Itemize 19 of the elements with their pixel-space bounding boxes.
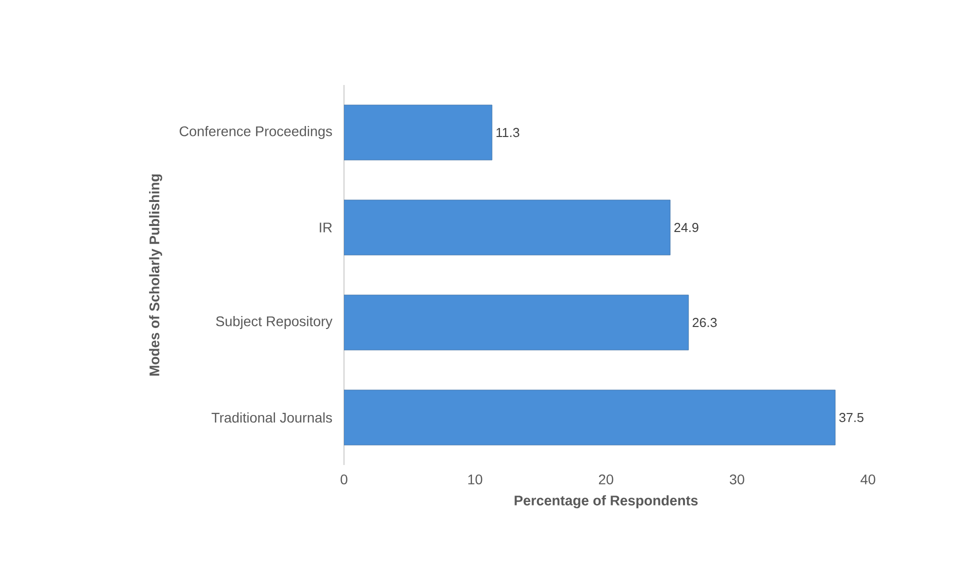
y-tick-label: Traditional Journals (212, 412, 332, 423)
x-axis-title: Percentage of Respondents (514, 495, 698, 508)
data-label: 24.9 (674, 222, 698, 232)
y-axis-title: Modes of Scholarly Publishing (149, 174, 162, 376)
x-tick-label: 10 (468, 474, 482, 484)
y-tick-label: IR (320, 222, 332, 232)
x-tick-label: 20 (598, 474, 614, 484)
data-label: 11.3 (496, 128, 520, 138)
data-label: 26.3 (692, 318, 717, 328)
bar (344, 294, 689, 350)
x-tick-label: 0 (340, 474, 348, 484)
x-tick-label: 30 (730, 474, 744, 484)
x-tick-label: 40 (860, 474, 876, 484)
y-tick-label: Subject Repository (216, 316, 332, 329)
y-tick-label: Conference Proceedings (180, 126, 332, 139)
bar (344, 200, 670, 256)
bar (344, 390, 836, 446)
data-label: 37.5 (839, 412, 864, 422)
bar (344, 104, 492, 160)
